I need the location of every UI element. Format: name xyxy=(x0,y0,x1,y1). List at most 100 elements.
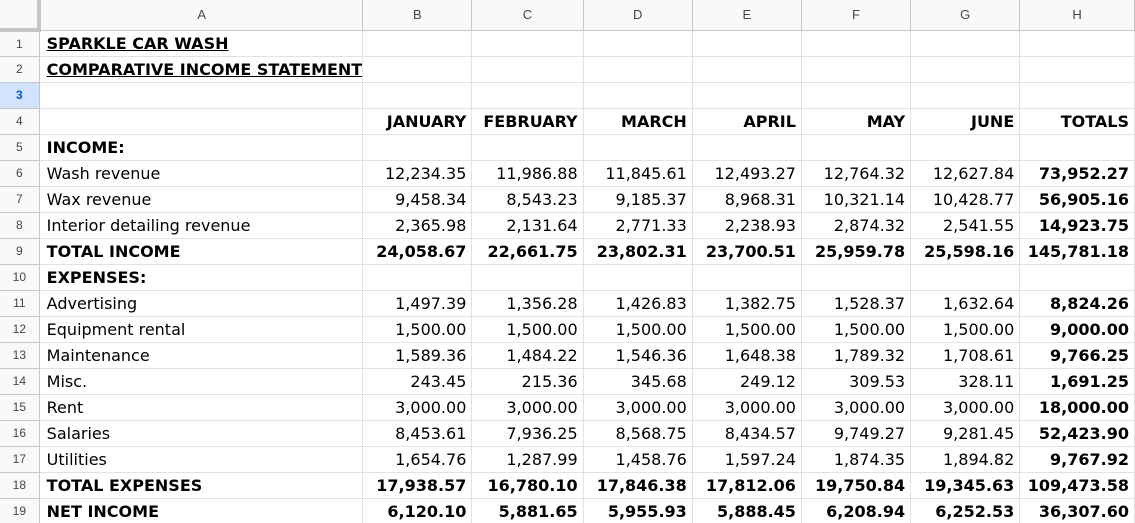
row-header-18[interactable]: 18 xyxy=(0,472,40,499)
cell-e3[interactable] xyxy=(692,82,802,109)
cell-e12[interactable]: 1,500.00 xyxy=(692,316,802,343)
cell-g13[interactable]: 1,708.61 xyxy=(910,342,1021,369)
row-header-16[interactable]: 16 xyxy=(0,420,40,447)
cell-b9[interactable]: 24,058.67 xyxy=(362,238,473,265)
cell-d7[interactable]: 9,185.37 xyxy=(583,186,693,213)
cell-b4[interactable]: JANUARY xyxy=(362,108,473,135)
row-header-19[interactable]: 19 xyxy=(0,498,40,523)
cell-g11[interactable]: 1,632.64 xyxy=(910,290,1021,317)
cell-f19[interactable]: 6,208.94 xyxy=(801,498,912,523)
cell-e7[interactable]: 8,968.31 xyxy=(692,186,802,213)
column-header-d[interactable]: D xyxy=(583,0,693,31)
cell-b1[interactable] xyxy=(362,30,473,57)
cell-d14[interactable]: 345.68 xyxy=(583,368,693,395)
cell-d16[interactable]: 8,568.75 xyxy=(583,420,693,447)
cell-e14[interactable]: 249.12 xyxy=(692,368,802,395)
row-header-5[interactable]: 5 xyxy=(0,134,40,161)
cell-b16[interactable]: 8,453.61 xyxy=(362,420,473,447)
cell-d11[interactable]: 1,426.83 xyxy=(583,290,693,317)
cell-d15[interactable]: 3,000.00 xyxy=(583,394,693,421)
cell-c10[interactable] xyxy=(471,264,584,291)
cell-g6[interactable]: 12,627.84 xyxy=(910,160,1021,187)
cell-f1[interactable] xyxy=(801,30,912,57)
cell-c13[interactable]: 1,484.22 xyxy=(471,342,584,369)
cell-a10[interactable]: EXPENSES: xyxy=(39,264,364,291)
cell-b14[interactable]: 243.45 xyxy=(362,368,473,395)
cell-f13[interactable]: 1,789.32 xyxy=(801,342,912,369)
cell-e9[interactable]: 23,700.51 xyxy=(692,238,802,265)
cell-c2[interactable] xyxy=(471,56,584,83)
cell-f9[interactable]: 25,959.78 xyxy=(801,238,912,265)
cell-g2[interactable] xyxy=(910,56,1021,83)
cell-a18[interactable]: TOTAL EXPENSES xyxy=(39,472,364,499)
cell-c7[interactable]: 8,543.23 xyxy=(471,186,584,213)
column-header-b[interactable]: B xyxy=(362,0,473,31)
cell-b19[interactable]: 6,120.10 xyxy=(362,498,473,523)
cell-e17[interactable]: 1,597.24 xyxy=(692,446,802,473)
cell-g5[interactable] xyxy=(910,134,1021,161)
cell-h12[interactable]: 9,000.00 xyxy=(1019,316,1135,343)
row-header-9[interactable]: 9 xyxy=(0,238,40,265)
cell-b3[interactable] xyxy=(362,82,473,109)
cell-b17[interactable]: 1,654.76 xyxy=(362,446,473,473)
cell-a7[interactable]: Wax revenue xyxy=(39,186,364,213)
cell-a19[interactable]: NET INCOME xyxy=(39,498,364,523)
cell-b6[interactable]: 12,234.35 xyxy=(362,160,473,187)
cell-b7[interactable]: 9,458.34 xyxy=(362,186,473,213)
row-header-7[interactable]: 7 xyxy=(0,186,40,213)
cell-d12[interactable]: 1,500.00 xyxy=(583,316,693,343)
cell-b18[interactable]: 17,938.57 xyxy=(362,472,473,499)
cell-g7[interactable]: 10,428.77 xyxy=(910,186,1021,213)
column-header-h[interactable]: H xyxy=(1019,0,1135,31)
cell-f10[interactable] xyxy=(801,264,912,291)
cell-h14[interactable]: 1,691.25 xyxy=(1019,368,1135,395)
cell-e19[interactable]: 5,888.45 xyxy=(692,498,802,523)
column-header-g[interactable]: G xyxy=(910,0,1021,31)
cell-g8[interactable]: 2,541.55 xyxy=(910,212,1021,239)
select-all-corner[interactable] xyxy=(0,0,42,32)
cell-h7[interactable]: 56,905.16 xyxy=(1019,186,1135,213)
column-header-f[interactable]: F xyxy=(801,0,912,31)
cell-f2[interactable] xyxy=(801,56,912,83)
cell-d19[interactable]: 5,955.93 xyxy=(583,498,693,523)
cell-d4[interactable]: MARCH xyxy=(583,108,693,135)
cell-h8[interactable]: 14,923.75 xyxy=(1019,212,1135,239)
cell-f5[interactable] xyxy=(801,134,912,161)
cell-a15[interactable]: Rent xyxy=(39,394,364,421)
cell-h9[interactable]: 145,781.18 xyxy=(1019,238,1135,265)
row-header-3[interactable]: 3 xyxy=(0,82,40,109)
column-header-e[interactable]: E xyxy=(692,0,802,31)
cell-d3[interactable] xyxy=(583,82,693,109)
cell-g3[interactable] xyxy=(910,82,1021,109)
cell-c5[interactable] xyxy=(471,134,584,161)
cell-f11[interactable]: 1,528.37 xyxy=(801,290,912,317)
cell-a14[interactable]: Misc. xyxy=(39,368,364,395)
cell-g9[interactable]: 25,598.16 xyxy=(910,238,1021,265)
cell-c14[interactable]: 215.36 xyxy=(471,368,584,395)
cell-e4[interactable]: APRIL xyxy=(692,108,802,135)
cell-c1[interactable] xyxy=(471,30,584,57)
cell-c3[interactable] xyxy=(471,82,584,109)
cell-d1[interactable] xyxy=(583,30,693,57)
cell-e13[interactable]: 1,648.38 xyxy=(692,342,802,369)
cell-h2[interactable] xyxy=(1019,56,1135,83)
cell-g15[interactable]: 3,000.00 xyxy=(910,394,1021,421)
cell-c11[interactable]: 1,356.28 xyxy=(471,290,584,317)
cell-f18[interactable]: 19,750.84 xyxy=(801,472,912,499)
cell-c15[interactable]: 3,000.00 xyxy=(471,394,584,421)
row-header-10[interactable]: 10 xyxy=(0,264,40,291)
row-header-1[interactable]: 1 xyxy=(0,30,40,57)
cell-b2[interactable] xyxy=(362,56,473,83)
cell-e10[interactable] xyxy=(692,264,802,291)
cell-g18[interactable]: 19,345.63 xyxy=(910,472,1021,499)
cell-e2[interactable] xyxy=(692,56,802,83)
cell-h16[interactable]: 52,423.90 xyxy=(1019,420,1135,447)
row-header-12[interactable]: 12 xyxy=(0,316,40,343)
cell-h5[interactable] xyxy=(1019,134,1135,161)
cell-e11[interactable]: 1,382.75 xyxy=(692,290,802,317)
cell-g4[interactable]: JUNE xyxy=(910,108,1021,135)
cell-a5[interactable]: INCOME: xyxy=(39,134,364,161)
cell-f16[interactable]: 9,749.27 xyxy=(801,420,912,447)
row-header-17[interactable]: 17 xyxy=(0,446,40,473)
cell-b8[interactable]: 2,365.98 xyxy=(362,212,473,239)
